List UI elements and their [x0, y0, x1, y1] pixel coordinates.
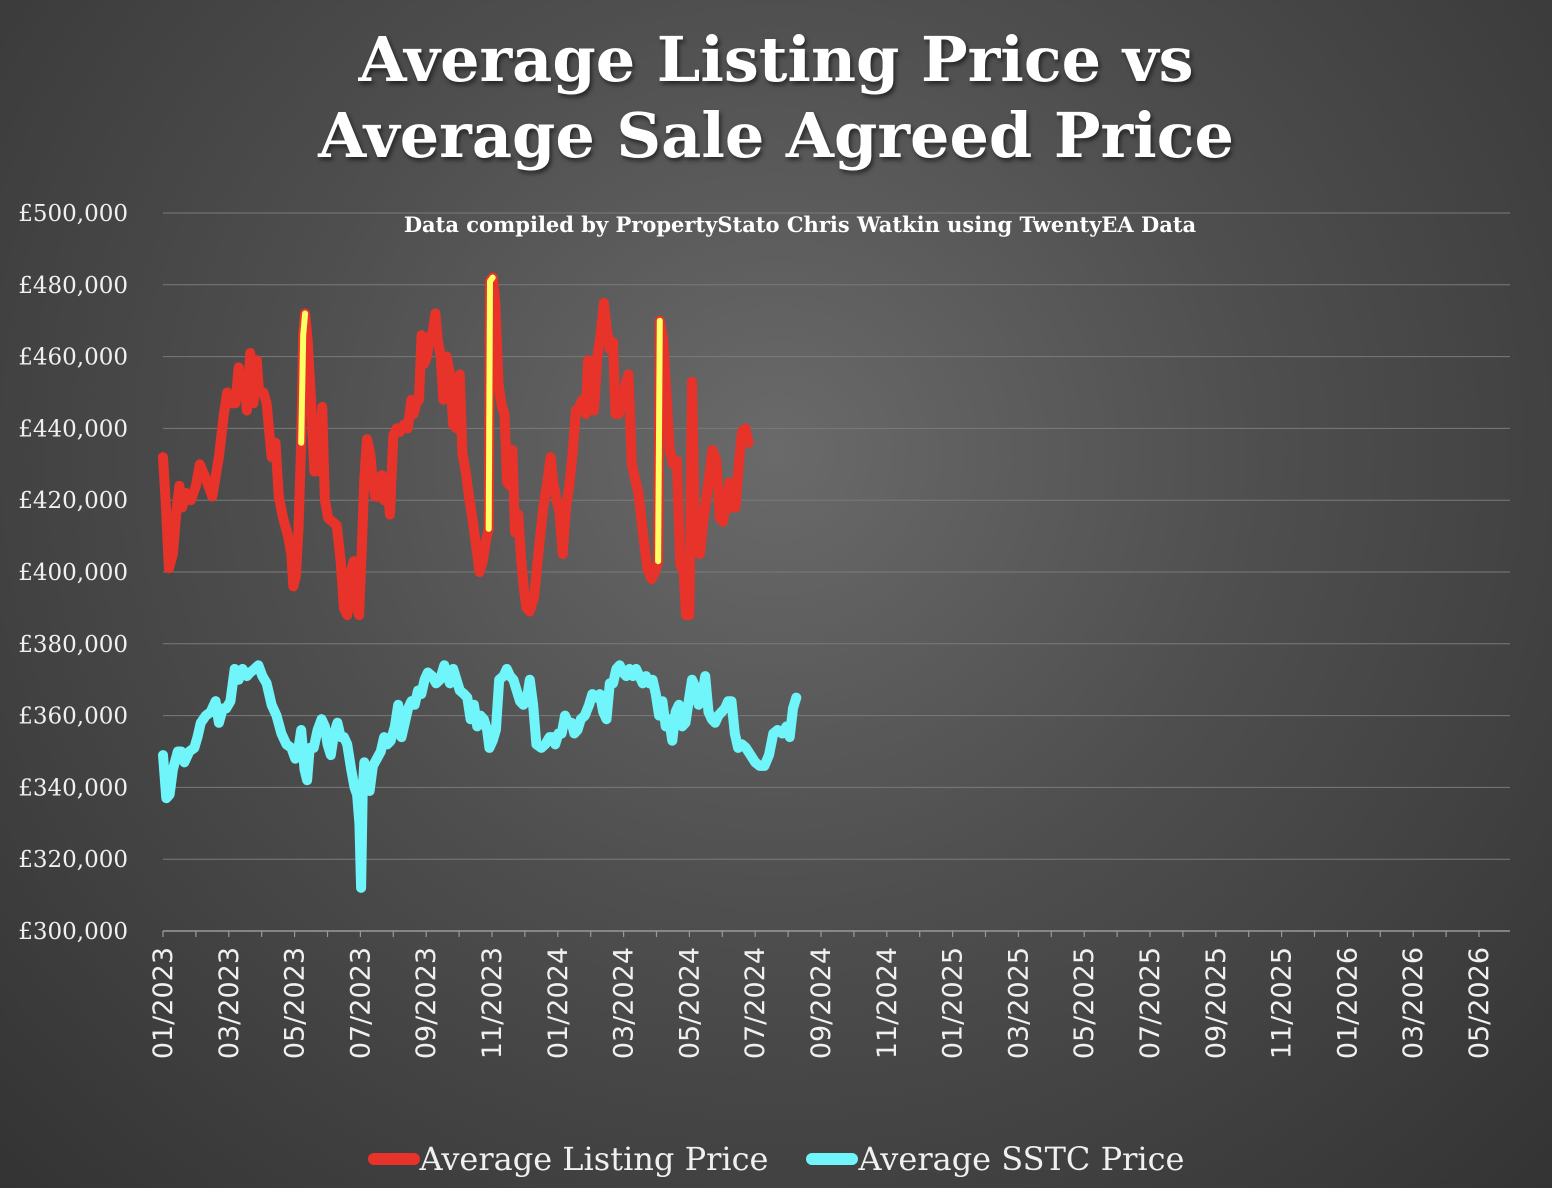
- x-tick-label: 03/2023: [214, 947, 245, 1059]
- y-tick-label: £460,000: [18, 345, 128, 371]
- x-tick-label: 07/2024: [740, 947, 771, 1059]
- x-tick-label: 05/2024: [674, 947, 705, 1059]
- chart-subtitle: Data compiled by PropertyStato Chris Wat…: [403, 212, 1197, 237]
- y-tick-label: £500,000: [18, 201, 128, 227]
- listing-jump-highlight: [298, 310, 309, 446]
- chart-title: Average Listing Price vs Average Sale Ag…: [0, 22, 1552, 174]
- y-tick-label: £360,000: [18, 704, 128, 730]
- x-tick-label: 09/2023: [411, 947, 442, 1059]
- legend: Average Listing Price Average SSTC Price: [0, 1140, 1552, 1178]
- x-tick-label: 09/2024: [806, 947, 837, 1059]
- legend-swatch-listing: [367, 1153, 420, 1165]
- x-tick-label: 05/2026: [1464, 947, 1495, 1059]
- x-tick-label: 03/2025: [1003, 947, 1034, 1059]
- series-line-listing: [158, 272, 754, 621]
- listing-jump-highlight: [655, 317, 663, 565]
- y-axis: £300,000 £320,000 £340,000 £360,000 £380,000…: [18, 201, 128, 945]
- legend-label-listing: Average Listing Price: [419, 1140, 769, 1178]
- legend-swatch-sstc: [806, 1153, 859, 1165]
- y-tick-label: £420,000: [18, 488, 128, 514]
- title-line-2: Average Sale Agreed Price: [318, 99, 1234, 172]
- y-tick-label: £320,000: [18, 847, 128, 873]
- y-tick-label: £480,000: [18, 273, 128, 299]
- x-tick-label: 05/2023: [280, 947, 311, 1059]
- x-tick-label: 07/2023: [345, 947, 376, 1059]
- x-tick-label: 09/2025: [1201, 947, 1232, 1059]
- legend-item-sstc[interactable]: Average SSTC Price: [806, 1140, 1184, 1178]
- y-tick-label: £440,000: [18, 416, 128, 442]
- x-tick-label: 07/2025: [1135, 947, 1166, 1059]
- x-tick-label: 11/2024: [872, 947, 903, 1059]
- x-tick-label: 05/2025: [1069, 947, 1100, 1059]
- x-tick-label: 01/2026: [1332, 947, 1363, 1059]
- x-tick-label: 03/2024: [609, 947, 640, 1059]
- x-tick-label: 01/2025: [938, 947, 969, 1059]
- y-tick-label: £400,000: [18, 560, 128, 586]
- y-tick-label: £300,000: [18, 919, 128, 945]
- grid-lines: [163, 212, 1510, 932]
- title-line-1: Average Listing Price vs: [358, 23, 1194, 96]
- x-axis: 01/2023 03/2023 05/2023 07/2023 09/2023 11/20…: [148, 930, 1510, 1059]
- x-tick-label: 11/2025: [1267, 947, 1298, 1059]
- x-tick-label: 01/2024: [543, 947, 574, 1059]
- legend-item-listing[interactable]: Average Listing Price: [367, 1140, 769, 1178]
- legend-label-sstc: Average SSTC Price: [858, 1140, 1185, 1178]
- y-tick-label: £380,000: [18, 632, 128, 658]
- x-tick-label: 03/2026: [1398, 947, 1429, 1059]
- x-tick-label: 01/2023: [148, 947, 179, 1059]
- y-tick-label: £340,000: [18, 775, 128, 801]
- series-line-sstc: [158, 660, 802, 893]
- x-tick-label: 11/2023: [477, 947, 508, 1059]
- listing-jump-highlight: [485, 274, 496, 532]
- series-lines: [158, 272, 802, 893]
